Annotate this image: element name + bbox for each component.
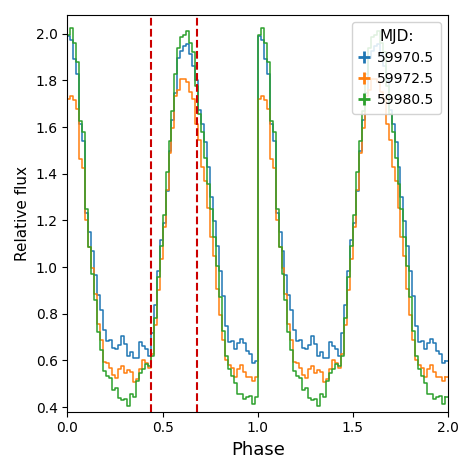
59970.5	[64, 33, 70, 38]
59980.5	[210, 234, 216, 240]
59972.5	[160, 224, 165, 230]
Line: 59970.5: 59970.5	[67, 36, 445, 363]
59980.5	[267, 118, 273, 124]
59970.5	[392, 139, 397, 145]
59970.5	[204, 164, 210, 170]
59972.5	[395, 205, 401, 210]
59972.5	[210, 253, 216, 259]
59980.5	[225, 366, 231, 372]
X-axis label: Phase: Phase	[231, 441, 285, 459]
59980.5	[67, 26, 73, 31]
59970.5	[264, 71, 270, 77]
59972.5	[267, 156, 273, 162]
59972.5	[430, 369, 436, 375]
Legend: 59970.5, 59972.5, 59980.5: 59970.5, 59972.5, 59980.5	[352, 22, 441, 114]
59980.5	[442, 394, 448, 400]
Y-axis label: Relative flux: Relative flux	[15, 166, 30, 261]
59972.5	[442, 374, 448, 380]
59970.5	[442, 358, 448, 364]
59972.5	[130, 379, 136, 385]
59970.5	[219, 293, 225, 299]
59970.5	[249, 360, 255, 365]
59980.5	[163, 169, 168, 175]
59980.5	[124, 403, 130, 409]
59972.5	[225, 362, 231, 368]
59980.5	[430, 396, 436, 401]
59972.5	[64, 96, 70, 102]
59972.5	[181, 76, 186, 82]
59970.5	[428, 336, 433, 342]
Line: 59980.5: 59980.5	[67, 28, 445, 406]
59980.5	[64, 33, 70, 38]
59970.5	[157, 237, 163, 243]
59980.5	[395, 181, 401, 187]
Line: 59972.5: 59972.5	[67, 79, 445, 382]
